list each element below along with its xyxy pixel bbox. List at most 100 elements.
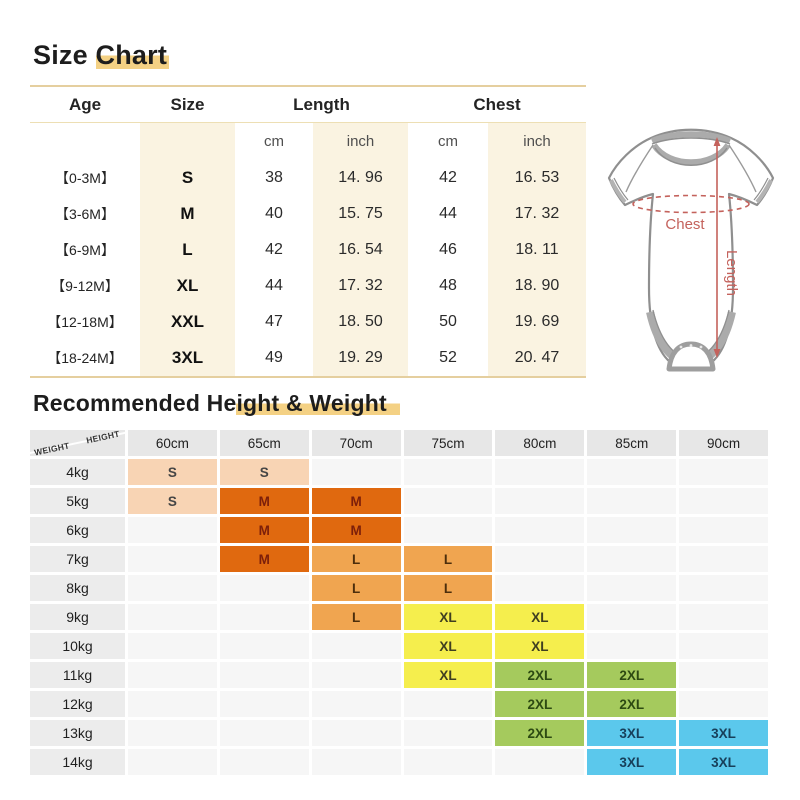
col-header-length: Length: [293, 94, 350, 114]
size-cell-7kg-75cm: L: [403, 546, 493, 572]
size-table-row: 【12-18M】 XXL 47 18. 50 50 19. 69: [30, 304, 586, 340]
size-cell-7kg-60cm: [128, 546, 217, 572]
size-cell-7kg-80cm: [495, 546, 585, 572]
size-cell-14kg-85cm: 3XL: [587, 749, 677, 775]
size-table-row: 【18-24M】 3XL 49 19. 29 52 20. 47: [30, 340, 586, 376]
title-highlight: ight & Weight: [236, 390, 400, 416]
size-table-cell-length_inch: 19. 29: [313, 340, 408, 376]
unit-length-cm: cm: [264, 133, 284, 150]
col-header-size: Size: [170, 94, 205, 114]
size-table-body: 【0-3M】 S 38 14. 96 42 16. 53 【3-6M】 M 40 15. 75 44…: [30, 160, 586, 376]
size-cell-4kg-65cm: S: [219, 459, 309, 485]
size-cell-12kg-75cm: [403, 691, 493, 717]
size-table: Age Size Length Chest cm inch cm inch 【0…: [30, 85, 586, 378]
size-table-cell-length_cm: 44: [265, 277, 283, 294]
height-header-60cm: 60cm: [128, 430, 217, 456]
size-table-cell-size: M: [140, 196, 235, 232]
raglan-seam-left: [625, 144, 654, 193]
size-cell-10kg-80cm: XL: [495, 633, 585, 659]
size-cell-6kg-85cm: [587, 517, 677, 543]
unit-length-inch: inch: [313, 123, 408, 160]
size-table-row: 【3-6M】 M 40 15. 75 44 17. 32: [30, 196, 586, 232]
size-table-cell-size: 3XL: [140, 340, 235, 376]
size-cell-11kg-90cm: [679, 662, 768, 688]
snap-dot: [689, 344, 693, 347]
size-cell-10kg-75cm: XL: [403, 633, 493, 659]
weight-label-10kg: 10kg: [30, 633, 125, 659]
size-cell-13kg-85cm: 3XL: [587, 720, 677, 746]
height-header-90cm: 90cm: [679, 430, 768, 456]
size-cell-14kg-80cm: [495, 749, 585, 775]
size-cell-6kg-60cm: [128, 517, 217, 543]
col-header-age: Age: [68, 94, 102, 114]
weight-label-8kg: 8kg: [30, 575, 125, 601]
size-cell-9kg-70cm: L: [311, 604, 401, 630]
size-table-cell-age: 【0-3M】: [55, 170, 115, 186]
size-table-cell-chest_cm: 50: [439, 313, 457, 330]
size-table-cell-length_inch: 17. 32: [313, 268, 408, 304]
size-table-cell-length_cm: 47: [265, 313, 283, 330]
size-table-cell-chest_cm: 48: [439, 277, 457, 294]
title-highlight: Chart: [95, 40, 170, 70]
size-table-units-row: cm inch cm inch: [30, 123, 586, 160]
chest-label: Chest: [665, 216, 705, 233]
neckline-top-band-edge: [651, 137, 731, 145]
size-table-cell-chest_inch: 17. 32: [488, 196, 586, 232]
size-cell-13kg-90cm: 3XL: [679, 720, 768, 746]
size-cell-12kg-65cm: [219, 691, 309, 717]
size-cell-13kg-60cm: [128, 720, 217, 746]
corner-height-label: HEIGHT: [85, 430, 121, 446]
size-cell-4kg-60cm: S: [128, 459, 217, 485]
weight-label-11kg: 11kg: [30, 662, 125, 688]
size-cell-11kg-75cm: XL: [403, 662, 493, 688]
size-cell-6kg-75cm: [403, 517, 493, 543]
size-cell-12kg-90cm: [679, 691, 768, 717]
weight-label-7kg: 7kg: [30, 546, 125, 572]
size-table-cell-chest_cm: 46: [439, 241, 457, 258]
size-cell-12kg-70cm: [311, 691, 401, 717]
size-cell-14kg-75cm: [403, 749, 493, 775]
size-cell-8kg-60cm: [128, 575, 217, 601]
neckline-lower-band: [651, 143, 731, 166]
neckline-top-band: [650, 131, 732, 144]
size-cell-11kg-60cm: [128, 662, 217, 688]
size-cell-9kg-80cm: XL: [495, 604, 585, 630]
size-cell-4kg-90cm: [679, 459, 768, 485]
size-cell-13kg-65cm: [219, 720, 309, 746]
size-cell-9kg-60cm: [128, 604, 217, 630]
height-header-75cm: 75cm: [403, 430, 493, 456]
size-cell-10kg-65cm: [219, 633, 309, 659]
size-table-cell-chest_inch: 19. 69: [488, 304, 586, 340]
size-cell-5kg-85cm: [587, 488, 677, 514]
size-cell-9kg-90cm: [679, 604, 768, 630]
size-table-cell-length_cm: 42: [265, 241, 283, 258]
corner-weight-label: WEIGHT: [33, 440, 71, 456]
cuff-left-edge: [613, 177, 629, 201]
size-cell-6kg-80cm: [495, 517, 585, 543]
height-header-65cm: 65cm: [219, 430, 309, 456]
size-cell-6kg-70cm: M: [311, 517, 401, 543]
size-cell-13kg-80cm: 2XL: [495, 720, 585, 746]
size-cell-10kg-70cm: [311, 633, 401, 659]
weight-label-5kg: 5kg: [30, 488, 125, 514]
unit-chest-inch: inch: [488, 123, 586, 160]
size-cell-8kg-75cm: L: [403, 575, 493, 601]
size-cell-12kg-85cm: 2XL: [587, 691, 677, 717]
size-cell-7kg-65cm: M: [219, 546, 309, 572]
height-header-80cm: 80cm: [495, 430, 585, 456]
size-cell-11kg-70cm: [311, 662, 401, 688]
corner-cell-height-weight: HEIGHT WEIGHT: [30, 430, 125, 456]
size-cell-5kg-80cm: [495, 488, 585, 514]
size-table-row: 【6-9M】 L 42 16. 54 46 18. 11: [30, 232, 586, 268]
col-header-chest: Chest: [473, 94, 521, 114]
size-table-cell-age: 【9-12M】: [51, 278, 119, 294]
size-cell-14kg-65cm: [219, 749, 309, 775]
size-cell-5kg-70cm: M: [311, 488, 401, 514]
length-arrow-top: [713, 137, 721, 146]
size-table-cell-length_inch: 14. 96: [313, 160, 408, 196]
size-cell-5kg-60cm: S: [128, 488, 217, 514]
weight-label-13kg: 13kg: [30, 720, 125, 746]
size-table-cell-chest_inch: 18. 90: [488, 268, 586, 304]
unit-blank: [30, 123, 140, 160]
cuff-right-edge: [753, 177, 769, 201]
